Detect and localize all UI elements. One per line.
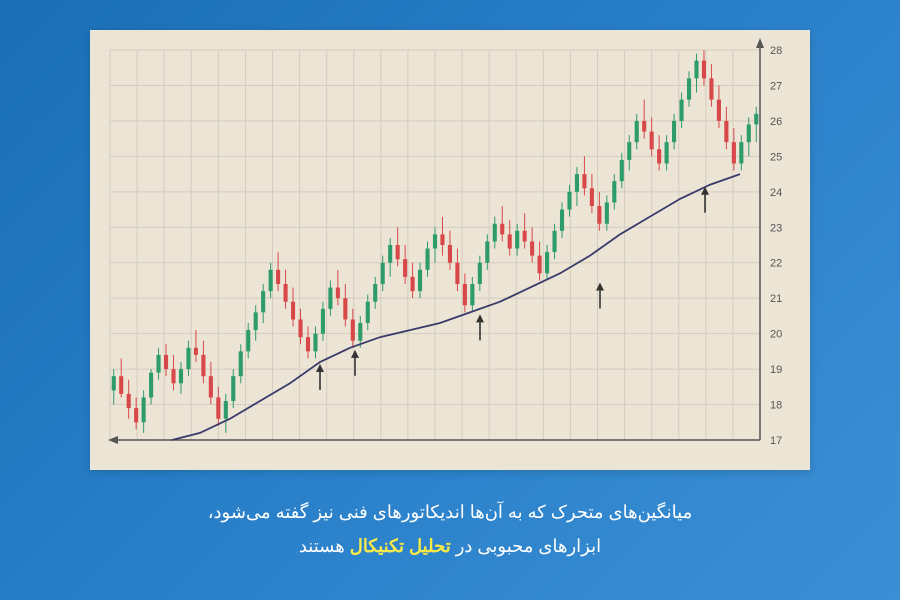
root-container: 17 18 19 20 21 22 23 24 25 26 27 28 میانگین‌های متح…: [0, 0, 900, 600]
svg-text:24: 24: [770, 187, 782, 199]
svg-text:23: 23: [770, 222, 782, 234]
caption-text-2b: هستند: [299, 536, 350, 556]
svg-text:28: 28: [770, 45, 782, 57]
svg-text:25: 25: [770, 151, 782, 163]
svg-text:26: 26: [770, 116, 782, 128]
svg-text:27: 27: [770, 80, 782, 92]
svg-text:19: 19: [770, 364, 782, 376]
svg-text:17: 17: [770, 435, 782, 447]
caption-text-2a: ابزارهای محبوبی در: [451, 536, 601, 556]
caption: میانگین‌های متحرک که به آن‌ها اندیکاتوره…: [208, 495, 693, 563]
svg-text:22: 22: [770, 258, 782, 270]
svg-text:21: 21: [770, 293, 782, 305]
svg-text:20: 20: [770, 329, 782, 341]
caption-text-1: میانگین‌های متحرک که به آن‌ها اندیکاتوره…: [208, 502, 693, 522]
caption-line-1: میانگین‌های متحرک که به آن‌ها اندیکاتوره…: [208, 495, 693, 529]
candlestick-chart: 17 18 19 20 21 22 23 24 25 26 27 28: [90, 30, 810, 470]
caption-line-2: ابزارهای محبوبی در تحلیل تکنیکال هستند: [208, 529, 693, 563]
caption-highlight: تحلیل تکنیکال: [350, 536, 451, 556]
svg-text:18: 18: [770, 400, 782, 412]
chart-container: 17 18 19 20 21 22 23 24 25 26 27 28: [90, 30, 810, 470]
